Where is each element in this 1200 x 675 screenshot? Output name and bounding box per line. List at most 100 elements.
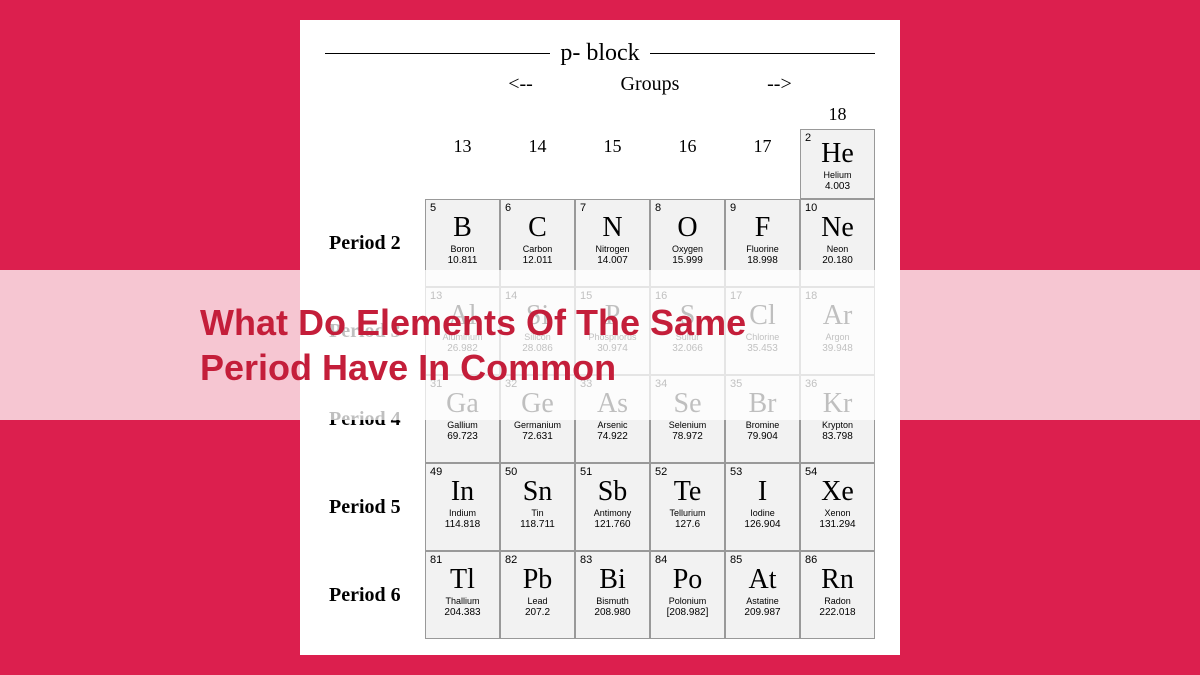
period-label: Period 5 (325, 463, 425, 551)
header-rule-left (325, 53, 550, 54)
element-symbol: Bi (599, 566, 625, 594)
atomic-mass: 20.180 (822, 255, 853, 266)
element-name: Carbon (523, 244, 553, 254)
group-header-16: 16 (650, 128, 725, 167)
element-cell: 83BiBismuth208.980 (575, 551, 650, 639)
element-cell: 81TlThallium204.383 (425, 551, 500, 639)
atomic-number: 86 (805, 554, 817, 566)
element-name: Bismuth (596, 596, 629, 606)
atomic-mass: 10.811 (448, 255, 478, 266)
element-symbol: N (602, 214, 622, 242)
atomic-mass: 118.711 (520, 519, 555, 530)
element-name: Oxygen (672, 244, 703, 254)
atomic-number: 2 (805, 132, 811, 144)
groups-arrow-left: <-- (481, 73, 561, 96)
element-name: Fluorine (746, 244, 779, 254)
atomic-mass: 14.007 (597, 255, 628, 266)
atomic-mass: 207.2 (525, 607, 550, 618)
element-cell: 84 Po Polonium[208.982] (650, 551, 725, 639)
element-symbol: Sn (523, 478, 553, 506)
element-cell-he: 2 He Helium 4.003 (800, 129, 875, 199)
group-header-14: 14 (500, 128, 575, 167)
element-name: Arsenic (597, 420, 627, 430)
period-row: Period 681TlThallium204.38382PbLead207.2… (325, 551, 875, 639)
atomic-mass: 18.998 (747, 255, 778, 266)
group-header-17: 17 (725, 128, 800, 167)
element-symbol: B (453, 214, 472, 242)
element-symbol: C (528, 214, 547, 242)
element-cell: 52TeTellurium127.6 (650, 463, 725, 551)
groups-arrow-right: --> (739, 73, 819, 96)
element-cell: 53IIodine126.904 (725, 463, 800, 551)
atomic-number: 54 (805, 466, 817, 478)
atomic-mass: 222.018 (819, 607, 855, 618)
group-headers-13-17: 13 14 15 16 17 (325, 128, 800, 167)
atomic-mass: 114.818 (445, 519, 480, 530)
element-cell: 82 Pb Lead207.2 (500, 551, 575, 639)
atomic-number: 50 (505, 466, 517, 478)
atomic-mass: 78.972 (672, 431, 703, 442)
element-name: Gallium (447, 420, 478, 430)
element-symbol: Te (674, 478, 702, 506)
atomic-number: 6 (505, 202, 511, 214)
element-cell: 51SbAntimony121.760 (575, 463, 650, 551)
atomic-mass: [208.982] (667, 607, 709, 618)
atomic-number: 10 (805, 202, 817, 214)
element-cell: 50 Sn Tin118.711 (500, 463, 575, 551)
element-name: Iodine (750, 508, 775, 518)
element-name: Helium (823, 170, 851, 180)
element-symbol: Rn (821, 566, 854, 594)
element-symbol: Pb (523, 566, 553, 594)
groups-label: Groups (561, 73, 740, 96)
atomic-mass: 121.760 (594, 519, 630, 530)
title-overlay-band: What Do Elements Of The Same Period Have… (0, 270, 1200, 420)
group-header-13: 13 (425, 128, 500, 167)
element-name: Germanium (514, 420, 561, 430)
element-cell: 54 Xe Xenon131.294 (800, 463, 875, 551)
element-cell: 49 In Indium114.818 (425, 463, 500, 551)
atomic-number: 51 (580, 466, 592, 478)
element-symbol: Po (673, 566, 703, 594)
element-name: Lead (527, 596, 547, 606)
element-name: Indium (449, 508, 476, 518)
element-symbol: Ne (821, 214, 854, 242)
element-name: Neon (827, 244, 849, 254)
element-symbol: Sb (598, 478, 628, 506)
element-name: Krypton (822, 420, 853, 430)
atomic-number: 85 (730, 554, 742, 566)
element-name: Xenon (824, 508, 850, 518)
element-name: Tin (531, 508, 543, 518)
groups-row: <-- Groups --> (425, 73, 875, 96)
header-rule-right (650, 53, 875, 54)
atomic-mass: 72.631 (522, 431, 553, 442)
group-header-15: 15 (575, 128, 650, 167)
atomic-number: 52 (655, 466, 667, 478)
element-symbol: In (451, 478, 474, 506)
atomic-number: 82 (505, 554, 517, 566)
element-symbol: He (821, 140, 854, 168)
element-name: Radon (824, 596, 851, 606)
atomic-mass: 4.003 (825, 181, 850, 192)
atomic-number: 7 (580, 202, 586, 214)
element-name: Bromine (746, 420, 780, 430)
atomic-mass: 131.294 (819, 519, 855, 530)
element-name: Polonium (669, 596, 707, 606)
element-cell: 86 Rn Radon222.018 (800, 551, 875, 639)
atomic-mass: 74.922 (597, 431, 628, 442)
title-overlay-text: What Do Elements Of The Same Period Have… (0, 300, 820, 390)
element-symbol: Xe (821, 478, 854, 506)
atomic-number: 49 (430, 466, 442, 478)
period-row: Period 549InIndium114.81850SnTin118.7115… (325, 463, 875, 551)
element-name: Selenium (669, 420, 707, 430)
atomic-number: 81 (430, 554, 442, 566)
element-symbol: O (677, 214, 697, 242)
pblock-header: p- block (325, 40, 875, 67)
element-cell: 85AtAstatine209.987 (725, 551, 800, 639)
atomic-number: 83 (580, 554, 592, 566)
element-symbol: F (755, 214, 771, 242)
atomic-mass: 15.999 (672, 255, 703, 266)
atomic-number: 84 (655, 554, 667, 566)
element-symbol: Tl (450, 566, 475, 594)
atomic-number: 9 (730, 202, 736, 214)
element-symbol: I (758, 478, 767, 506)
